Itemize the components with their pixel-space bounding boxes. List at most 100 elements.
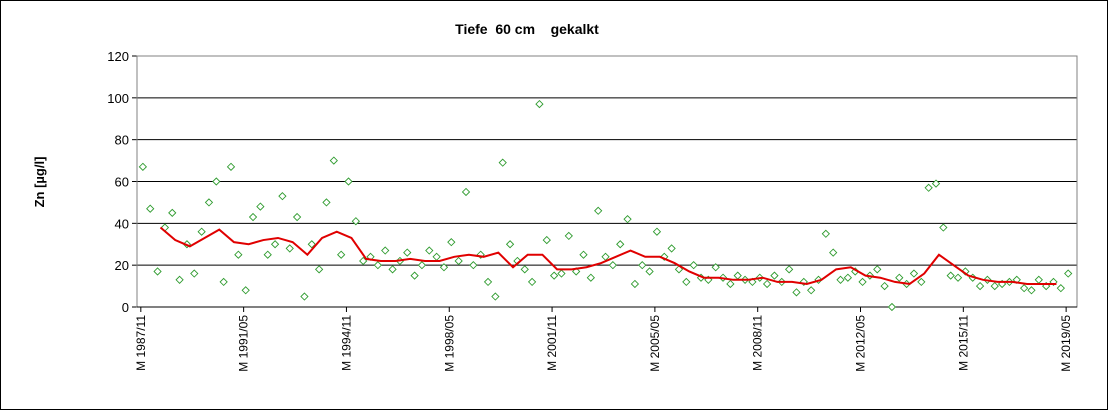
data-point xyxy=(667,244,676,253)
data-point xyxy=(520,265,529,274)
data-point xyxy=(652,227,662,236)
data-point xyxy=(1056,284,1065,293)
x-tick-label: M 2008/11 xyxy=(751,315,765,371)
data-point xyxy=(527,277,537,287)
y-tick-label: 100 xyxy=(107,91,129,106)
data-point xyxy=(263,250,272,259)
y-tick-label: 60 xyxy=(115,175,129,190)
data-point xyxy=(190,269,199,278)
data-point xyxy=(939,223,948,232)
data-point xyxy=(836,275,845,284)
data-point xyxy=(219,277,228,287)
data-point xyxy=(975,281,985,291)
data-point xyxy=(748,277,757,287)
trend-line xyxy=(159,226,1057,286)
y-tick-label: 120 xyxy=(107,49,129,64)
data-point xyxy=(373,261,383,270)
data-point xyxy=(557,269,566,278)
data-point xyxy=(292,212,302,222)
x-tick-label: M 1998/05 xyxy=(442,315,456,372)
data-point xyxy=(226,162,236,171)
data-point xyxy=(359,256,368,266)
y-tick-label: 80 xyxy=(115,133,129,148)
data-point xyxy=(1027,286,1036,295)
data-point xyxy=(351,217,360,226)
data-point xyxy=(1019,284,1029,293)
data-point xyxy=(307,240,316,249)
data-point xyxy=(204,198,214,207)
data-point xyxy=(623,215,632,224)
data-point xyxy=(873,265,882,274)
x-tick-label: M 1994/11 xyxy=(339,315,353,371)
data-point xyxy=(638,261,647,270)
data-point xyxy=(461,187,471,197)
data-point xyxy=(549,271,559,280)
data-point xyxy=(616,240,625,249)
y-tick-label: 40 xyxy=(115,216,129,231)
x-tick-label: M 1987/11 xyxy=(134,315,148,371)
y-tick-label: 20 xyxy=(115,258,129,273)
data-point xyxy=(711,263,720,272)
data-point xyxy=(858,277,867,287)
data-point xyxy=(953,273,963,282)
data-point xyxy=(792,288,801,297)
data-point xyxy=(381,246,390,255)
data-point xyxy=(990,281,999,291)
data-point xyxy=(579,250,588,259)
x-tick-label: M 2015/11 xyxy=(956,315,970,371)
data-point xyxy=(329,156,338,165)
data-point xyxy=(300,292,309,301)
data-point xyxy=(784,265,794,274)
x-tick-label: M 2001/11 xyxy=(545,315,559,371)
data-point xyxy=(410,271,419,280)
data-point xyxy=(917,277,926,287)
data-point xyxy=(270,240,280,249)
data-point xyxy=(946,271,955,280)
data-point xyxy=(168,208,177,218)
data-point xyxy=(895,273,904,282)
data-point xyxy=(439,263,449,272)
data-point xyxy=(682,277,691,287)
data-point xyxy=(821,229,830,238)
data-point xyxy=(234,250,243,259)
data-point xyxy=(535,99,544,109)
data-point xyxy=(425,246,434,255)
data-point xyxy=(241,286,250,295)
data-point xyxy=(608,261,618,270)
data-point xyxy=(829,248,838,257)
data-point xyxy=(285,244,294,253)
data-point xyxy=(153,267,162,276)
data-point xyxy=(344,177,353,186)
data-point xyxy=(594,206,603,215)
data-point xyxy=(887,302,897,312)
data-point xyxy=(542,235,551,245)
data-point xyxy=(961,267,970,276)
x-tick-label: M 2012/05 xyxy=(854,315,868,372)
data-point xyxy=(278,192,287,201)
data-point xyxy=(909,269,919,278)
data-point xyxy=(645,267,654,276)
data-point xyxy=(417,261,427,270)
data-point xyxy=(403,248,412,257)
data-point xyxy=(843,273,853,282)
chart-title: Tiefe 60 cm gekalkt xyxy=(455,21,599,37)
data-point xyxy=(586,273,595,282)
data-point xyxy=(388,265,397,274)
data-point xyxy=(770,271,779,280)
data-point xyxy=(726,279,735,289)
data-point xyxy=(146,204,155,213)
y-tick-label: 0 xyxy=(122,300,129,315)
data-point xyxy=(314,265,324,274)
data-point xyxy=(337,250,346,259)
data-point xyxy=(175,275,184,284)
data-point xyxy=(762,279,772,289)
data-point xyxy=(564,231,573,241)
data-point xyxy=(931,179,941,188)
data-point xyxy=(469,261,478,270)
data-point xyxy=(212,177,221,186)
data-point xyxy=(924,183,933,192)
data-point xyxy=(674,265,684,274)
data-point xyxy=(505,240,515,249)
data-point xyxy=(689,261,698,270)
